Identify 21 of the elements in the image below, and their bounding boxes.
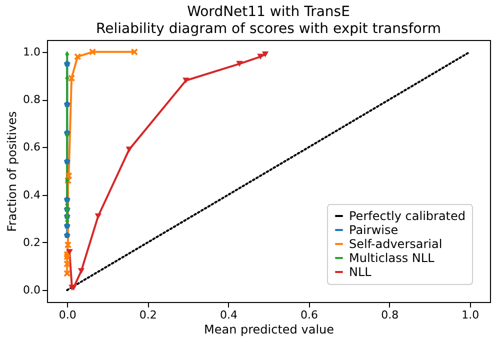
x-tick-label: 0.0 xyxy=(58,308,76,322)
legend-label: Pairwise xyxy=(349,223,398,237)
y-tick-label: 0.0 xyxy=(23,284,40,297)
x-tick-label: 1.0 xyxy=(462,308,480,322)
legend-label: Perfectly calibrated xyxy=(349,209,466,223)
chart-title: WordNet11 with TransE xyxy=(187,4,350,20)
y-axis-title: Fraction of positives xyxy=(5,111,20,232)
x-tick-label: 0.6 xyxy=(300,308,318,322)
y-tick-label: 0.2 xyxy=(23,236,40,249)
chart-subtitle: Reliability diagram of scores with expit transform xyxy=(96,21,441,37)
y-tick-label: 1.0 xyxy=(23,45,40,58)
legend-label: NLL xyxy=(349,265,372,279)
y-tick-label: 0.8 xyxy=(23,93,40,106)
x-tick-label: 0.4 xyxy=(220,308,238,322)
x-axis-title: Mean predicted value xyxy=(204,322,334,336)
x-tick-label: 0.2 xyxy=(139,308,157,322)
legend-label: Multiclass NLL xyxy=(349,251,435,265)
y-tick-label: 0.6 xyxy=(23,140,40,154)
x-tick-label: 0.8 xyxy=(381,308,399,322)
legend-label: Self-adversarial xyxy=(349,237,442,251)
y-tick-label: 0.4 xyxy=(23,188,40,202)
